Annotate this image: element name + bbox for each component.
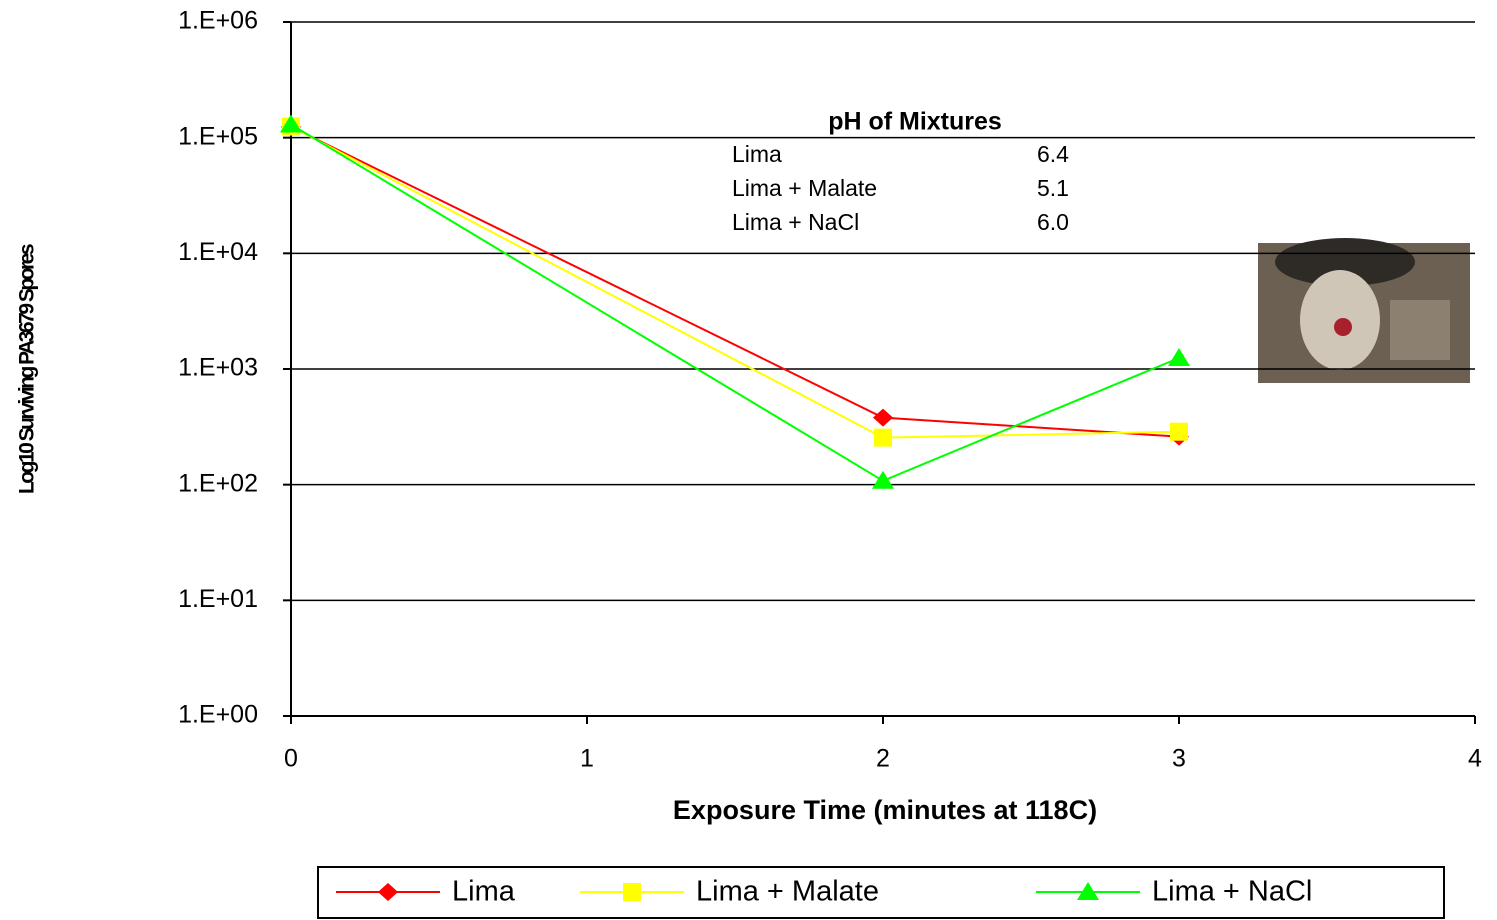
- series-line: [290, 125, 1180, 438]
- legend-label: Lima: [452, 876, 516, 908]
- legend-box: [317, 866, 1445, 919]
- y-tick-label: 1.E+01: [178, 585, 258, 613]
- legend-marker: [378, 883, 398, 901]
- x-tick-label: 3: [1172, 745, 1186, 773]
- y-tick-label: 1.E+06: [178, 7, 258, 35]
- legend-marker: [1077, 882, 1099, 900]
- annotation-value: 5.1: [1037, 175, 1069, 201]
- y-tick-label: 1.E+04: [178, 238, 258, 266]
- annotation-value: 6.4: [1037, 141, 1069, 167]
- annotation-label: Lima: [732, 141, 782, 167]
- x-tick-label: 0: [284, 745, 298, 773]
- marker: [280, 114, 302, 133]
- annotation-value: 6.0: [1037, 209, 1069, 235]
- annotation-label: Lima + NaCl: [732, 209, 859, 235]
- marker: [874, 428, 892, 447]
- y-tick-label: 1.E+05: [178, 122, 258, 150]
- legend-label: Lima + Malate: [696, 876, 879, 908]
- marker: [873, 408, 893, 427]
- legend-label: Lima + NaCl: [1152, 876, 1312, 908]
- x-axis-label: Exposure Time (minutes at 118C): [673, 795, 1097, 825]
- y-axis-label: Log10 Surviving PA3679 Spores: [16, 244, 39, 494]
- x-tick-label: 1: [580, 745, 594, 773]
- annotation-title: pH of Mixtures: [828, 108, 1002, 136]
- marker: [1170, 422, 1188, 441]
- picture: [1258, 238, 1470, 383]
- marker: [872, 470, 894, 489]
- marker: [1168, 347, 1190, 366]
- x-tick-label: 2: [876, 745, 890, 773]
- y-tick-label: 1.E+00: [178, 701, 258, 729]
- x-tick-label: 4: [1468, 745, 1482, 773]
- y-tick-label: 1.E+03: [178, 354, 258, 382]
- annotation-label: Lima + Malate: [732, 175, 877, 201]
- y-tick-label: 1.E+02: [178, 469, 258, 497]
- legend-marker: [623, 883, 641, 901]
